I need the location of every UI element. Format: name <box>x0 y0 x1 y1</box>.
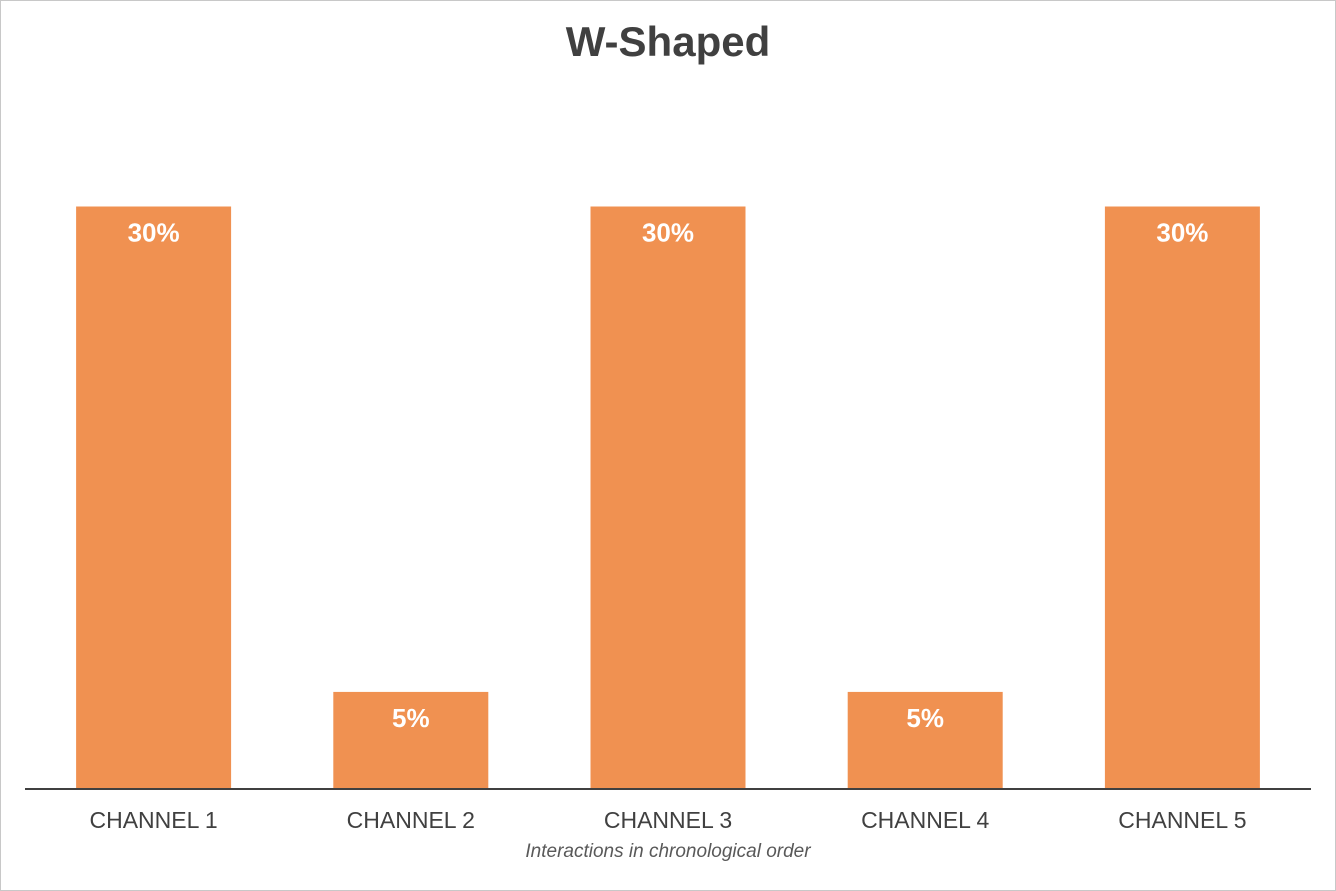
x-tick-label-1: CHANNEL 1 <box>89 807 217 833</box>
bar-3 <box>590 206 746 789</box>
bar-4 <box>847 691 1003 789</box>
x-tick-label-3: CHANNEL 3 <box>604 807 732 833</box>
x-tick-label-4: CHANNEL 4 <box>861 807 989 833</box>
x-axis-title: Interactions in chronological order <box>525 841 811 862</box>
x-tick-label-5: CHANNEL 5 <box>1118 807 1246 833</box>
bar-2 <box>333 691 489 789</box>
data-label-3: 30% <box>642 218 694 248</box>
x-tick-label-2: CHANNEL 2 <box>347 807 475 833</box>
bar-1 <box>76 206 232 789</box>
data-label-2: 5% <box>392 703 430 733</box>
data-label-4: 5% <box>906 703 944 733</box>
bar-5 <box>1104 206 1260 789</box>
chart-title: W-Shaped <box>565 18 771 65</box>
data-label-1: 30% <box>128 218 180 248</box>
data-label-5: 30% <box>1156 218 1208 248</box>
